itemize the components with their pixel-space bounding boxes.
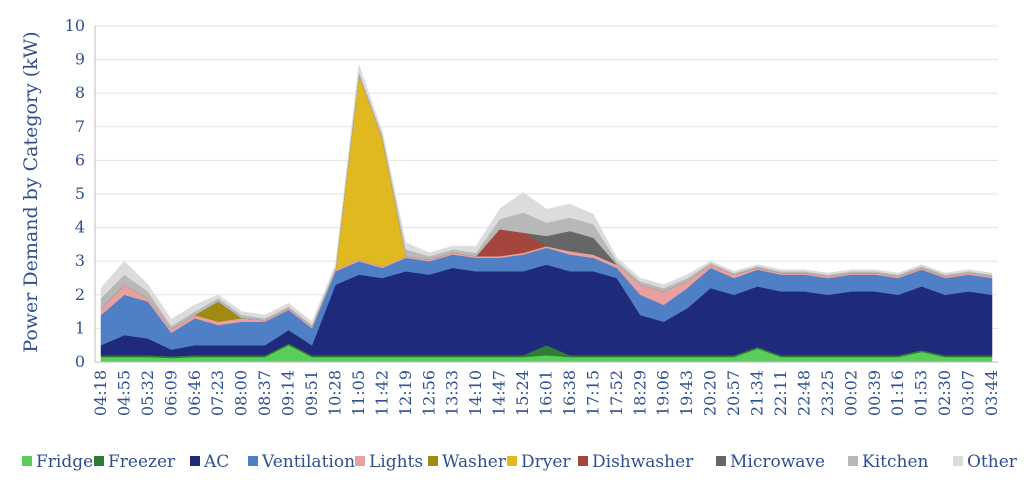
legend-label: Fridge	[36, 452, 93, 472]
x-tick-label: 05:32	[138, 370, 157, 416]
x-tick-label: 20:20	[701, 370, 720, 416]
x-tick-label: 12:19	[396, 370, 415, 416]
x-tick-label: 11:42	[372, 370, 391, 416]
x-tick-label: 06:09	[161, 370, 180, 416]
y-tick-label: 7	[75, 117, 85, 136]
legend-swatch	[848, 456, 858, 466]
legend-item-washer: Washer	[428, 452, 507, 472]
y-tick-label: 4	[75, 218, 85, 237]
x-tick-label: 10:28	[326, 370, 345, 416]
gridlines	[95, 25, 998, 329]
x-tick-label: 04:55	[114, 370, 133, 416]
x-tick-label: 14:10	[466, 370, 485, 416]
series-area-other	[100, 64, 993, 327]
x-tick-label: 22:11	[771, 370, 790, 416]
y-tick-label: 10	[65, 16, 85, 35]
x-tick-label: 08:00	[232, 370, 251, 416]
legend-item-other: Other	[953, 452, 1018, 472]
x-tick-label: 16:01	[537, 370, 556, 416]
x-tick-label: 03:44	[982, 370, 1001, 416]
legend-label: Freezer	[108, 452, 176, 472]
x-tick-label: 23:25	[818, 370, 837, 416]
y-tick-label: 8	[75, 83, 85, 102]
x-tick-label: 03:07	[959, 370, 978, 416]
legend-label: Microwave	[730, 452, 825, 472]
y-tick-label: 1	[75, 318, 85, 337]
legend-swatch	[94, 456, 104, 466]
legend-swatch	[507, 456, 517, 466]
legend-item-lights: Lights	[355, 452, 423, 472]
axes	[94, 26, 998, 363]
x-tick-label: 00:39	[865, 370, 884, 416]
x-tick-label: 06:46	[185, 370, 204, 416]
x-tick-label: 15:24	[513, 370, 532, 416]
y-tick-labels: 0 1 2 3 4 5 6 7 8 9 10	[65, 16, 85, 371]
x-tick-label: 22:48	[794, 370, 813, 416]
legend-swatch	[953, 456, 963, 466]
legend-item-freezer: Freezer	[94, 452, 176, 472]
legend-item-dishwasher: Dishwasher	[578, 452, 694, 472]
y-tick-label: 9	[75, 50, 85, 69]
x-tick-labels: 04:18 04:55 05:32 06:09 06:46 07:23 08:00 08:37…	[91, 370, 1001, 416]
legend-item-fridge: Fridge	[22, 452, 93, 472]
y-axis-title: Power Demand by Category (kW)	[20, 31, 42, 352]
x-tick-label: 21:34	[748, 370, 767, 416]
series-areas	[100, 64, 993, 363]
x-tick-label: 02:30	[935, 370, 954, 416]
x-tick-label: 01:53	[912, 370, 931, 416]
x-tick-label: 08:37	[255, 370, 274, 416]
y-tick-label: 6	[75, 150, 85, 169]
legend-swatch	[716, 456, 726, 466]
x-tick-label: 14:47	[490, 370, 509, 416]
legend-item-ventilation: Ventilation	[248, 452, 355, 472]
x-tick-label: 04:18	[91, 370, 110, 416]
x-tick-label: 12:56	[419, 370, 438, 416]
legend-label: Other	[967, 452, 1018, 472]
legend-label: Ventilation	[261, 452, 355, 472]
legend-item-kitchen: Kitchen	[848, 452, 928, 472]
legend-swatch	[355, 456, 365, 466]
y-tick-label: 0	[75, 352, 85, 371]
x-tick-label: 20:57	[724, 370, 743, 416]
legend-label: Washer	[442, 452, 507, 472]
legend-swatch	[578, 456, 588, 466]
x-tick-label: 09:14	[279, 370, 298, 416]
x-tick-label: 18:29	[630, 370, 649, 416]
y-tick-label: 3	[75, 251, 85, 270]
legend-label: Dryer	[521, 452, 571, 472]
x-tick-label: 09:51	[302, 370, 321, 416]
x-tick-label: 13:33	[443, 370, 462, 416]
legend-swatch	[428, 456, 438, 466]
legend-item-dryer: Dryer	[507, 452, 571, 472]
x-tick-label: 19:43	[677, 370, 696, 416]
legend-swatch	[22, 456, 32, 466]
y-tick-label: 2	[75, 285, 85, 304]
x-tick-label: 16:38	[560, 370, 579, 416]
legend-swatch	[190, 456, 200, 466]
x-tick-label: 17:15	[583, 370, 602, 416]
x-tick-label: 17:52	[607, 370, 626, 416]
legend-label: AC	[203, 452, 229, 472]
legend: Fridge Freezer AC Ventilation Lights Washer Dr…	[22, 452, 1018, 472]
legend-label: Lights	[369, 452, 423, 472]
legend-item-ac: AC	[190, 452, 229, 472]
x-tick-label: 01:16	[888, 370, 907, 416]
legend-label: Kitchen	[862, 452, 928, 472]
legend-label: Dishwasher	[592, 452, 694, 472]
y-tick-label: 5	[75, 184, 85, 203]
x-tick-label: 07:23	[208, 370, 227, 416]
legend-swatch	[248, 456, 258, 466]
legend-item-microwave: Microwave	[716, 452, 825, 472]
x-tick-label: 00:02	[841, 370, 860, 416]
x-tick-label: 19:06	[654, 370, 673, 416]
x-tick-label: 11:05	[349, 370, 368, 416]
